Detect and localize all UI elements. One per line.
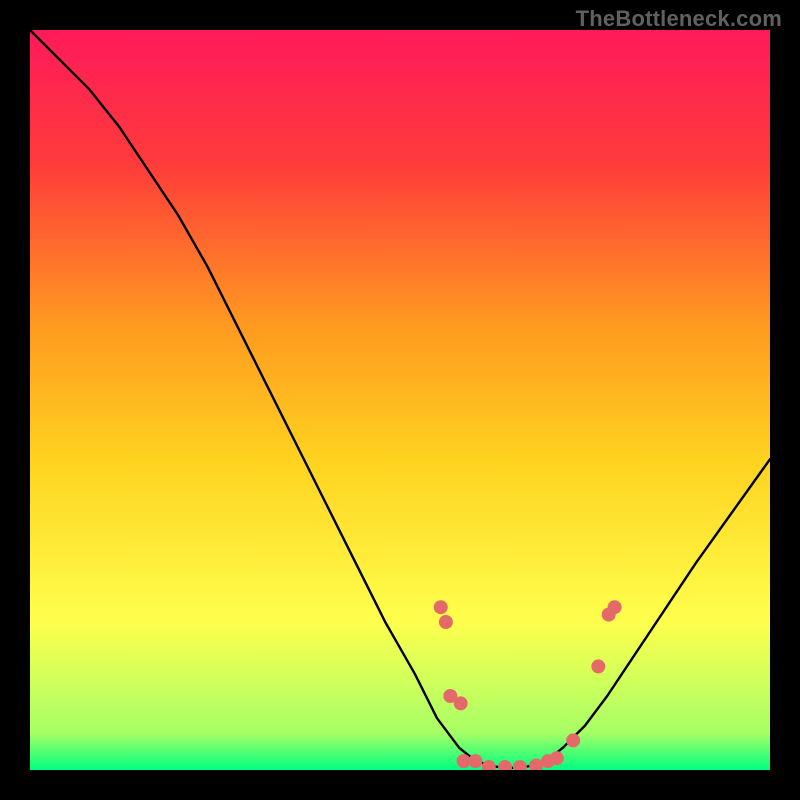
data-marker bbox=[566, 733, 580, 747]
bottleneck-chart bbox=[30, 30, 770, 770]
chart-area bbox=[30, 30, 770, 770]
watermark-text: TheBottleneck.com bbox=[576, 6, 782, 32]
chart-background bbox=[30, 30, 770, 770]
data-marker bbox=[468, 754, 482, 768]
data-marker bbox=[591, 659, 605, 673]
data-marker bbox=[550, 751, 564, 765]
data-marker bbox=[434, 600, 448, 614]
data-marker bbox=[439, 615, 453, 629]
data-marker bbox=[454, 696, 468, 710]
data-marker bbox=[608, 600, 622, 614]
